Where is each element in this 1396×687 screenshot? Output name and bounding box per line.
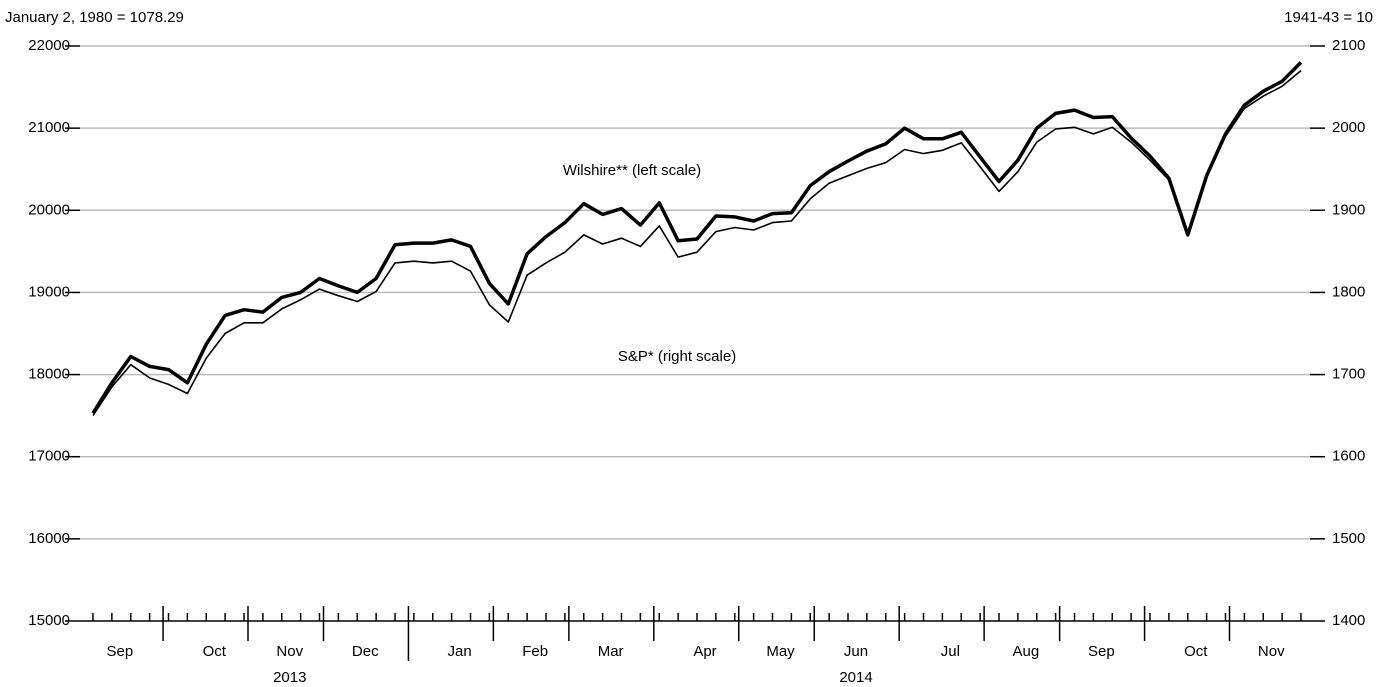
y2-tick-label: 1700 — [1332, 366, 1365, 383]
y-tick-label: 17000 — [28, 448, 70, 465]
y-tick-label: 21000 — [28, 119, 70, 136]
y2-tick-label: 2000 — [1332, 119, 1365, 136]
y2-tick-label: 1500 — [1332, 530, 1365, 547]
year-label: 2013 — [273, 669, 306, 686]
series-label: S&P* (right scale) — [618, 348, 736, 365]
x-tick-label: May — [766, 643, 795, 660]
y2-axis-label: 1941-43 = 10 — [1284, 9, 1373, 26]
x-tick-label: Oct — [203, 643, 227, 660]
y2-tick-label: 2100 — [1332, 37, 1365, 54]
x-tick-label: Mar — [598, 643, 624, 660]
y-tick-label: 15000 — [28, 612, 70, 629]
y-tick-label: 22000 — [28, 37, 70, 54]
x-tick-label: Jun — [844, 643, 868, 660]
y-tick-label: 19000 — [28, 283, 70, 300]
y2-tick-label: 1900 — [1332, 201, 1365, 218]
x-tick-label: Sep — [1088, 643, 1115, 660]
x-tick-label: Feb — [522, 643, 548, 660]
x-tick-label: Nov — [276, 643, 303, 660]
y2-tick-label: 1800 — [1332, 283, 1365, 300]
x-tick-label: Oct — [1184, 643, 1208, 660]
y2-tick-label: 1600 — [1332, 448, 1365, 465]
series-line — [92, 69, 1302, 417]
y-tick-label: 20000 — [28, 201, 70, 218]
x-tick-label: Sep — [107, 643, 134, 660]
x-tick-label: Jan — [448, 643, 472, 660]
x-tick-label: Apr — [693, 643, 716, 660]
x-tick-label: Aug — [1013, 643, 1040, 660]
series-label: Wilshire** (left scale) — [563, 162, 701, 179]
x-tick-label: Dec — [352, 643, 379, 660]
y-tick-label: 18000 — [28, 366, 70, 383]
y-tick-label: 16000 — [28, 530, 70, 547]
x-tick-label: Jul — [941, 643, 960, 660]
series-line — [91, 61, 1303, 415]
year-label: 2014 — [839, 669, 872, 686]
y2-tick-label: 1400 — [1332, 612, 1365, 629]
y-axis-label: January 2, 1980 = 1078.29 — [5, 9, 184, 26]
x-tick-label: Nov — [1258, 643, 1285, 660]
